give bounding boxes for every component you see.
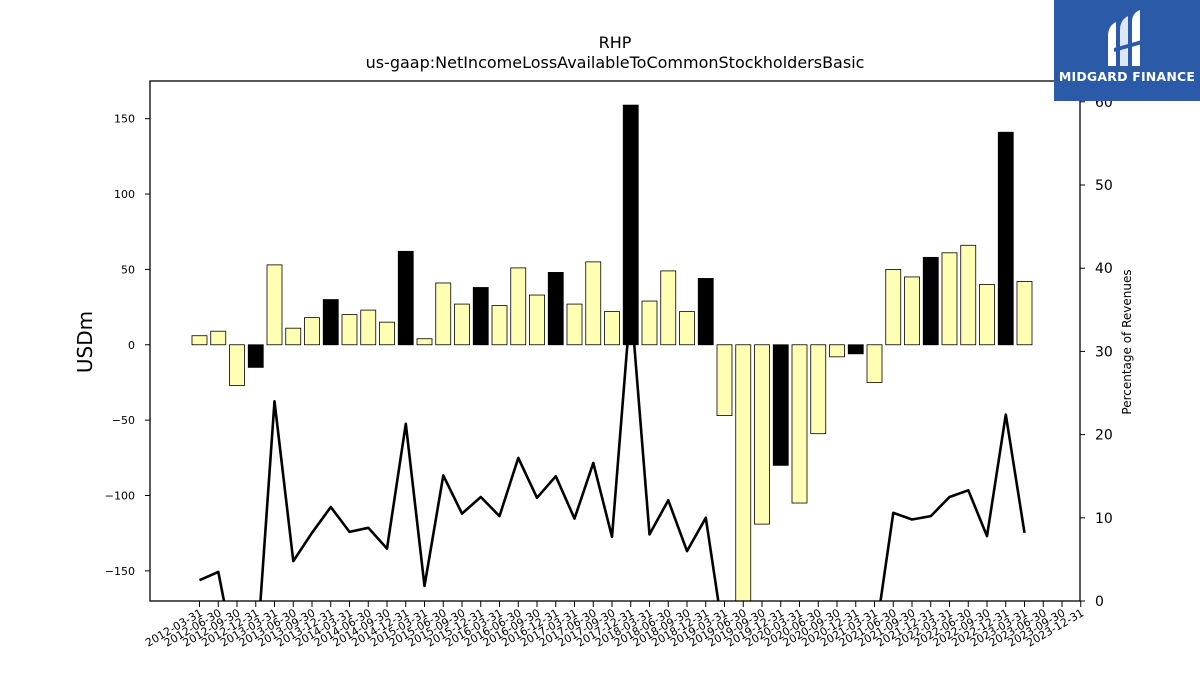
bar — [885, 269, 902, 346]
bar — [716, 344, 733, 417]
bar — [379, 321, 395, 346]
bar — [472, 287, 489, 346]
y2-tick-label: 0 — [1095, 594, 1104, 610]
y2-tick-label: 40 — [1095, 261, 1113, 277]
bar — [416, 338, 433, 346]
bar-series — [191, 104, 1033, 601]
bar — [904, 276, 920, 346]
logo-text: MIDGARD FINANCE — [1058, 69, 1196, 84]
y-tick-label: 50 — [121, 263, 135, 276]
bar — [510, 267, 527, 346]
bar — [641, 300, 658, 346]
bar — [622, 104, 639, 346]
y2-tick-label: 30 — [1095, 344, 1113, 360]
y2-tick-label: 50 — [1095, 178, 1113, 194]
bar — [491, 305, 508, 346]
bar — [772, 344, 789, 466]
y-tick-label: −150 — [105, 565, 135, 578]
bar — [679, 311, 695, 346]
bar — [435, 282, 452, 346]
y-tick-label: 100 — [114, 188, 135, 201]
bar — [322, 299, 339, 346]
axes: −150−100−5005010015001020304050602012-03… — [105, 80, 1113, 650]
bar — [960, 244, 977, 346]
bar — [922, 256, 939, 346]
bar — [247, 344, 264, 368]
chart-title: RHP — [599, 33, 632, 52]
bar — [941, 252, 958, 346]
bar — [791, 344, 808, 504]
bar — [829, 344, 845, 358]
bar — [660, 270, 677, 346]
y2-tick-label: 20 — [1095, 428, 1113, 444]
bar — [866, 344, 883, 383]
chart-subtitle: us-gaap:NetIncomeLossAvailableToCommonSt… — [366, 53, 865, 72]
y2-tick-label: 10 — [1095, 511, 1113, 527]
bar — [979, 284, 995, 346]
bar — [529, 294, 545, 346]
y-tick-label: 150 — [114, 113, 135, 126]
bar — [547, 272, 564, 346]
y2-axis-label: Percentage of Revenues — [1120, 269, 1134, 414]
bar — [754, 344, 770, 525]
bar — [285, 327, 302, 346]
line-series — [198, 300, 1026, 601]
y-tick-label: −100 — [105, 489, 135, 502]
bar — [360, 309, 377, 346]
bar — [810, 344, 827, 435]
bar — [604, 311, 620, 346]
y-tick-label: −50 — [112, 414, 135, 427]
bar — [566, 303, 583, 346]
bar — [191, 335, 208, 346]
logo-mark-icon — [1108, 10, 1142, 66]
bar — [697, 278, 714, 346]
bar — [397, 250, 414, 346]
percentage-line — [198, 300, 1026, 601]
bar — [1016, 281, 1033, 346]
plot-frame — [149, 80, 1081, 602]
bar — [341, 314, 358, 346]
midgard-finance-logo: MIDGARD FINANCE — [1054, 0, 1200, 101]
bar — [266, 264, 283, 346]
y-tick-label: 0 — [128, 339, 135, 352]
bar — [229, 344, 245, 386]
bar — [735, 344, 752, 601]
bar — [210, 330, 227, 346]
bar — [997, 131, 1014, 346]
y-axis-label: USDm — [73, 311, 97, 373]
bar — [304, 317, 320, 346]
bar — [847, 344, 864, 355]
bar — [585, 261, 602, 346]
bar — [454, 303, 470, 346]
